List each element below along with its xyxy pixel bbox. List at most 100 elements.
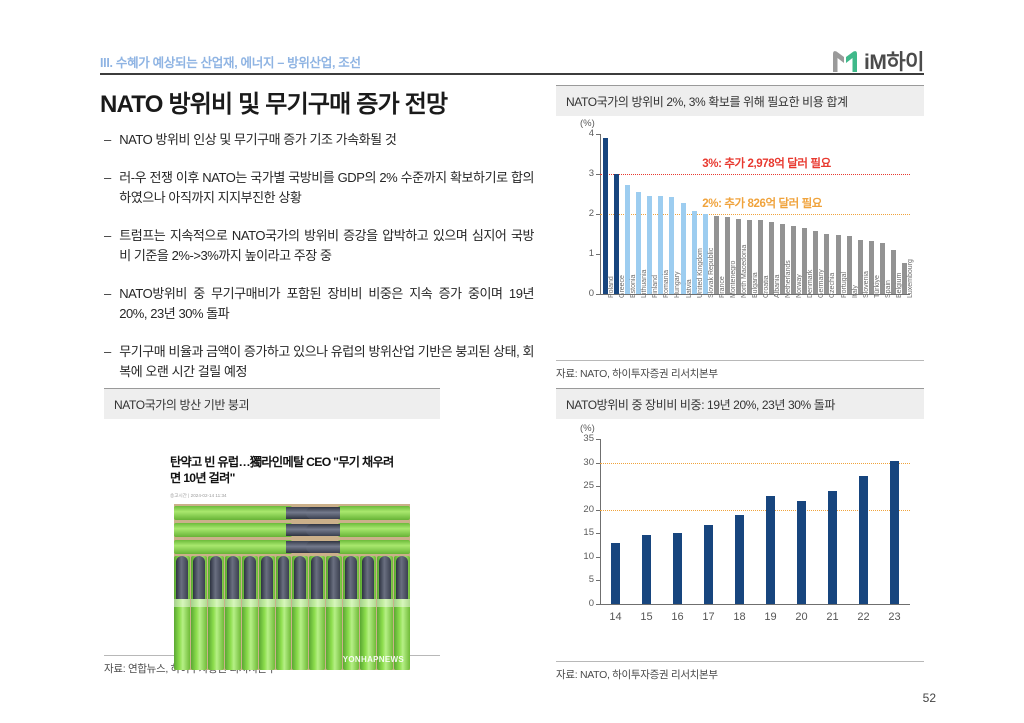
bullet-dash: – [104,227,112,243]
x-axis-tick-label: 15 [640,611,653,623]
bar [796,500,807,604]
shell-tip-graphic [277,556,290,600]
shell-graphic [174,506,292,520]
shell-band-graphic [360,599,377,608]
bar [610,542,621,604]
bullet-dash: – [104,169,112,185]
list-item: – 무기구매 비율과 금액이 증가하고 있으나 유럽의 방위산업 기반은 붕괴된… [104,342,534,383]
bar [827,491,838,604]
bar [636,192,642,294]
header-divider [100,73,924,75]
brand-logo: iM하이 [832,46,924,76]
bar [669,196,675,294]
x-axis-tick-label: 17 [702,611,715,623]
news-headline: 탄약고 빈 유럽…獨라인메탈 CEO "무기 채우려면 10년 걸려" [170,455,394,485]
y-axis-tick [596,254,600,255]
shell-graphic [338,523,410,537]
bar [625,184,631,294]
bar [769,222,775,294]
x-axis-tick-label: 20 [795,611,808,623]
bar [713,216,719,294]
shell-band-graphic [174,599,190,608]
bullet-list: – NATO 방위비 인상 및 무기구매 증가 기조 가속화될 것 – 러-우 … [104,130,534,400]
shell-tip-graphic [345,556,358,600]
shell-band-graphic [393,599,410,608]
x-axis-tick-label: 23 [888,611,901,623]
panel-equipment-share: NATO방위비 중 장비비 비중: 19년 20%, 23년 30% 돌파 (%… [556,388,924,682]
y-axis-tick-label: 25 [583,480,594,492]
bar [603,138,608,294]
bullet-dash: – [104,132,112,147]
bar [813,231,819,294]
shell-graphic [258,556,275,670]
y-axis-tick-label: 10 [583,550,594,562]
shell-graphic [309,556,326,670]
x-axis-tick-label: 19 [764,611,777,623]
bar [735,219,741,294]
logo-mark-icon [832,49,858,73]
shell-graphic [393,556,410,670]
shell-graphic [275,556,292,670]
bar [879,242,885,294]
shell-tip-graphic [294,556,307,600]
chart-nato-defense-share: (%) 0 1 2 3 4 3%: 추가 2,978억 달러 필요 2%: 추가 826억 달… [556,116,924,356]
panel-defense-base-collapse: NATO국가의 방산 기반 붕괴 탄약고 빈 유럽…獨라인메탈 CEO "무기 … [104,388,440,676]
bullet-text: NATO 방위비 인상 및 무기구매 증가 기조 가속화될 것 [119,132,397,147]
y-axis-tick-label: 5 [588,574,594,586]
y-axis-tick-label: 3 [588,168,594,179]
reference-line [600,462,910,464]
shell-tip-graphic [379,556,391,600]
x-axis-tick-label: 14 [609,611,622,623]
y-axis-tick [596,604,600,605]
reference-line [600,174,910,175]
shell-tip-graphic [362,556,375,600]
bar [846,235,852,294]
shell-tip-graphic [306,507,340,519]
section-kicker: III. 수혜가 예상되는 산업재, 에너지 – 방위산업, 조선 [100,56,361,70]
y-axis-tick [596,580,600,582]
chart-equipment-share: (%) 0 5 10 15 20 25 30 35 14 15 16 17 18 19 20 21 22 23 [556,419,924,657]
x-axis-tick-label: 22 [857,611,870,623]
bar [802,228,808,294]
shell-graphic [190,556,207,670]
y-axis-tick-label: 0 [588,598,594,609]
bar [703,524,714,604]
list-item: – NATO 방위비 인상 및 무기구매 증가 기조 가속화될 것 [104,130,534,151]
bar [758,220,763,294]
shell-band-graphic [309,599,326,608]
bar [702,214,708,294]
page-title: NATO 방위비 및 무기구매 증가 전망 [100,91,448,118]
shell-graphic [338,506,410,520]
shell-band-graphic [343,599,360,608]
y-axis-tick [596,294,600,295]
news-byline: 송고시간 | 2024-02-14 11:34 [170,493,227,498]
shell-tip-graphic [306,541,340,553]
y-axis-tick [596,486,600,488]
y-axis-tick [596,462,600,464]
bullet-dash: – [104,285,112,301]
panel-source: 자료: NATO, 하이투자증권 리서치본부 [556,661,924,682]
reference-line-annotation: 3%: 추가 2,978억 달러 필요 [702,158,831,170]
shell-band-graphic [377,599,393,608]
y-axis-tick-label: 30 [583,456,594,468]
bar [824,234,830,294]
bar [680,203,686,294]
y-axis-tick [596,134,600,135]
bar [901,262,907,294]
page-number: 52 [922,691,936,705]
shell-tip-graphic [311,556,324,600]
x-axis-tick-label: 16 [671,611,684,623]
shell-graphic [338,540,410,554]
x-axis-tick-label: 21 [826,611,839,623]
bar [658,196,664,294]
bar [835,234,841,294]
bar [791,226,797,294]
shell-graphic [326,556,343,670]
shell-tip-graphic [192,556,205,600]
shell-tip-graphic [243,556,256,600]
shell-tip-graphic [209,556,222,600]
shell-band-graphic [275,599,292,608]
y-axis-tick [596,439,600,440]
reference-line [600,509,910,511]
y-axis-unit: (%) [580,423,595,434]
